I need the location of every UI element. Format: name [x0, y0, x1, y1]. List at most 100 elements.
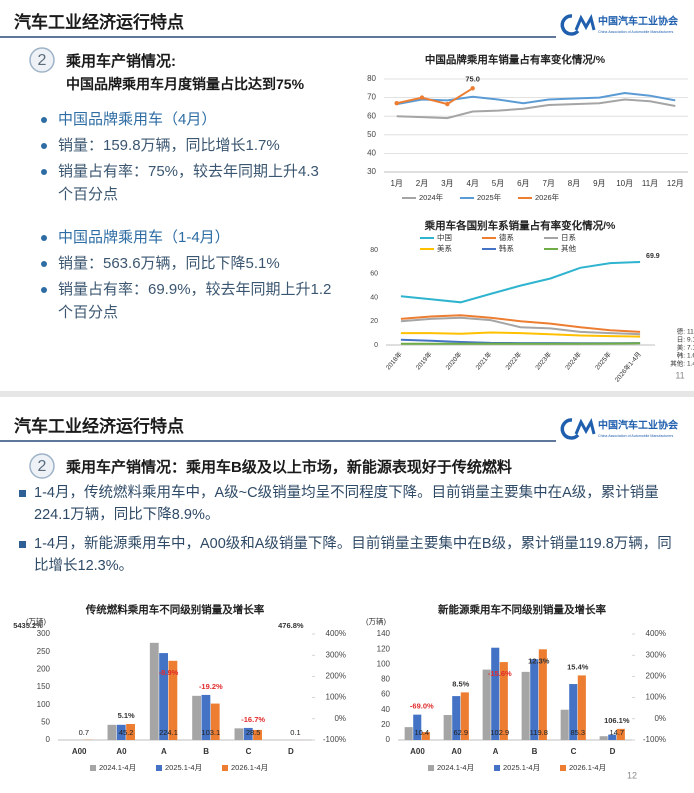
growth-label: 476.8%	[278, 621, 304, 630]
bar	[253, 729, 262, 740]
value-label: 102.9	[490, 728, 509, 737]
y-tick-label: 140	[377, 629, 391, 638]
legend-swatch	[560, 765, 566, 771]
value-label: 0.1	[290, 728, 300, 737]
bar	[499, 662, 508, 740]
x-tick-label: 2020年	[443, 349, 464, 371]
bar	[116, 724, 126, 740]
y-tick-label: 250	[37, 647, 51, 656]
bar	[404, 727, 413, 740]
x-tick-label: 2023年	[533, 349, 554, 371]
y-tick-label: 150	[37, 682, 51, 691]
y-tick-label: 20	[381, 720, 390, 729]
x-tick-label: A00	[410, 747, 425, 756]
bar	[126, 724, 135, 740]
value-label: 75.0	[465, 74, 480, 83]
legend-swatch	[494, 765, 500, 771]
bar	[460, 692, 469, 740]
growth-label: -16.7%	[241, 715, 265, 724]
subheading: 中国品牌乘用车月度销量占比达到75%	[66, 76, 305, 92]
x-tick-label: A	[493, 747, 499, 756]
y-tick-label: 80	[367, 74, 376, 83]
end-label-prefix: 德:	[677, 327, 686, 336]
x-tick-label: 1月	[390, 179, 402, 188]
bullet: 销量：159.8万辆，同比增长1.7%	[58, 137, 280, 154]
x-tick-label: 2月	[416, 179, 428, 188]
bullet-dot	[41, 235, 47, 241]
bar	[210, 703, 220, 740]
y2-tick-label: 300%	[646, 650, 666, 659]
chart-title: 新能源乘用车不同级别销量及增长率	[438, 603, 606, 616]
y-tick-label: 80	[370, 247, 378, 254]
x-tick-label: 4月	[466, 179, 478, 188]
growth-label: -19.2%	[199, 682, 223, 691]
bar	[599, 736, 608, 740]
value-label: 28.5	[246, 728, 261, 737]
logo-mark	[560, 417, 596, 440]
y-tick-label: 30	[367, 167, 376, 176]
bar	[243, 727, 253, 740]
x-tick-label: 2021年	[473, 349, 494, 371]
y2-tick-label: 400%	[326, 629, 346, 638]
chart-title: 乘用车各国别车系销量占有率变化情况/%	[424, 219, 616, 232]
y2-tick-label: 100%	[326, 693, 346, 702]
x-tick-label: B	[203, 747, 209, 756]
x-tick-label: 2026年1-4月	[612, 350, 643, 384]
y-tick-label: 60	[381, 690, 390, 699]
legend-swatch	[90, 765, 96, 771]
x-tick-label: 6月	[517, 179, 529, 188]
chart-title: 传统燃料乘用车不同级别销量及增长率	[85, 603, 265, 616]
value-label: 62.9	[453, 728, 468, 737]
legend-swatch	[222, 765, 228, 771]
legend-label: 中国	[437, 232, 452, 242]
point	[445, 101, 450, 107]
y-tick-label: 200	[37, 664, 51, 673]
bullet: 销量占有率：69.9%，较去年同期上升1.2个百分点	[58, 281, 332, 321]
logo-text: 中国汽车工业协会	[598, 15, 678, 28]
y-tick-label: 50	[41, 717, 50, 726]
x-tick-label: 9月	[593, 179, 605, 188]
legend-label: 2025.1-4月	[503, 763, 540, 772]
bar	[538, 649, 547, 740]
y-tick-label: 20	[370, 318, 378, 325]
series-line	[400, 261, 641, 304]
bar	[149, 642, 159, 740]
bar	[452, 696, 461, 740]
y-tick-label: 60	[367, 111, 376, 120]
section-badge	[29, 453, 55, 479]
y2-tick-label: 0%	[654, 714, 666, 723]
value-label: 224.1	[159, 728, 178, 737]
bar	[608, 734, 617, 740]
bullet-square	[19, 490, 26, 497]
bar	[192, 695, 202, 740]
x-tick-label: A00	[72, 747, 87, 756]
x-tick-label: 3月	[441, 179, 453, 188]
legend-label: 2024.1-4月	[437, 763, 474, 772]
y-tick-label: 70	[367, 93, 376, 102]
point	[394, 100, 399, 106]
y2-tick-label: 200%	[646, 672, 666, 681]
bar	[530, 659, 539, 740]
y-tick-label: 0	[374, 342, 378, 349]
bar	[560, 709, 569, 740]
legend-label: 2026.1-4月	[569, 763, 606, 772]
logo-text: 中国汽车工业协会	[598, 419, 678, 432]
end-label-prefix: 日:	[677, 336, 686, 344]
x-tick-label: 10月	[616, 179, 633, 188]
growth-label: 5.1%	[118, 711, 135, 720]
y-tick-label: 60	[370, 271, 378, 278]
legend-label: 美系	[437, 243, 452, 253]
bar	[159, 653, 168, 740]
bullet-square	[19, 541, 26, 548]
section-number: 2	[38, 458, 47, 475]
growth-label: -15.6%	[488, 669, 512, 678]
value-label: 0.7	[79, 728, 89, 737]
end-label-prefix: 韩:	[677, 351, 686, 360]
heading: 乘用车产销情况:	[66, 53, 176, 70]
series-line	[396, 91, 676, 106]
bar	[107, 724, 117, 740]
x-tick-label: 2024年	[563, 349, 584, 371]
bar	[234, 728, 244, 740]
series-line	[396, 98, 676, 120]
